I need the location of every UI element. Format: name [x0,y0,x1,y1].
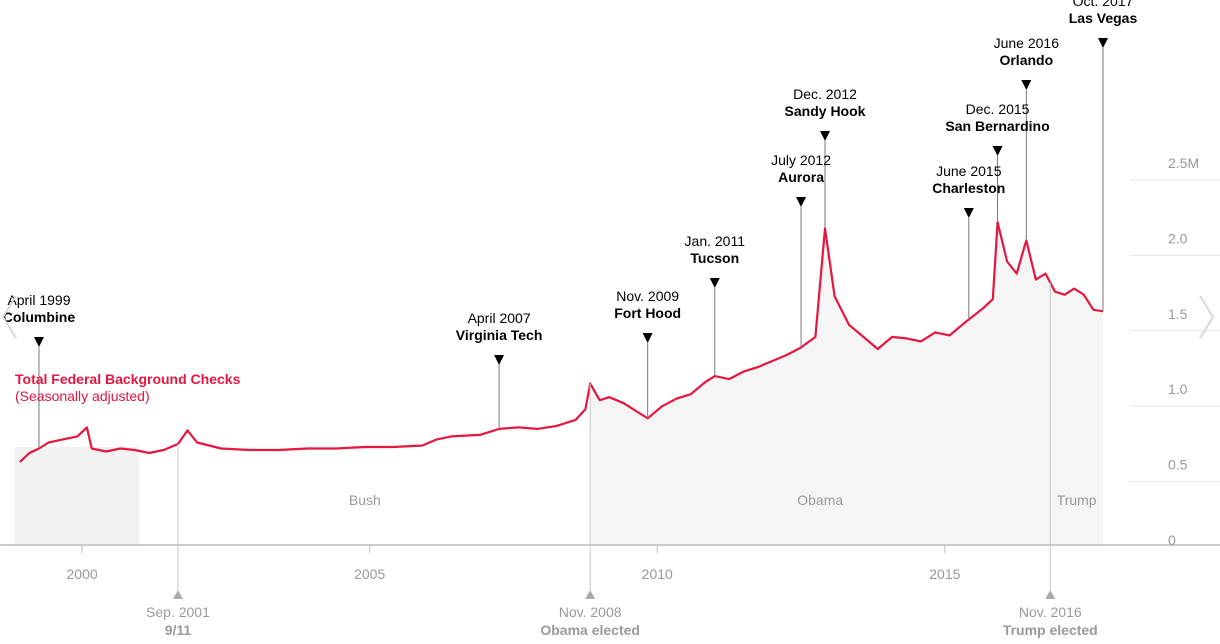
annotation-date: April 1999 [7,292,70,308]
y-tick-label: 0 [1168,532,1176,548]
annotation-name: Columbine [3,309,76,325]
annotation-name: Aurora [778,169,824,185]
x-tick-label: 2000 [67,566,98,582]
axes [0,544,1220,553]
administration-label: Bush [349,492,381,508]
annotation-date: Jan. 2011 [685,233,746,249]
series-subtitle-label: (Seasonally adjusted) [15,388,150,404]
down-triangle-icon [1098,38,1108,48]
y-tick-label: 1.5 [1168,306,1188,322]
y-tick-label: 2.0 [1168,230,1188,246]
down-triangle-icon [796,197,807,207]
down-triangle-icon [963,208,974,218]
down-triangle-icon [33,337,44,347]
up-triangle-icon [585,590,596,599]
gridlines [1130,179,1220,483]
reference-event-date: Nov. 2008 [559,604,622,620]
y-tick-label: 1.0 [1168,381,1188,397]
annotation-name: Orlando [999,52,1053,68]
annotation-name: San Bernardino [945,118,1049,134]
reference-event-date: Nov. 2016 [1019,604,1082,620]
annotation-date: June 2015 [936,163,1002,179]
administration-shade [15,446,140,545]
event-annotations [33,38,1108,599]
annotation-date: Dec. 2015 [966,101,1030,117]
x-tick-label: 2010 [642,566,673,582]
administration-shading [15,222,1103,545]
administration-shade [1050,282,1103,545]
administration-shade [590,222,1051,545]
annotation-name: Sandy Hook [785,103,866,119]
y-tick-label: 0.5 [1168,457,1188,473]
text-labels: 0 0.5 1.0 1.5 2.0 2.5M Bush Obama Trump Sep. 2001… [3,0,1199,638]
annotation-name: Fort Hood [614,305,681,321]
annotation-date: Nov. 2009 [616,288,679,304]
annotation-date: Oct. 2017 [1073,0,1134,9]
up-triangle-icon [172,590,183,599]
annotation-date: June 2016 [994,35,1060,51]
reference-event-name: Obama elected [540,622,640,638]
annotation-name: Charleston [932,180,1005,196]
annotation-name: Virginia Tech [456,327,543,343]
down-triangle-icon [992,146,1003,156]
x-tick-label: 2005 [354,566,385,582]
x-tick-label: 2015 [929,566,960,582]
y-tick-label: 2.5M [1168,155,1199,171]
reference-event-name: 9/11 [165,622,192,638]
next-arrow-icon[interactable] [1196,292,1216,342]
up-triangle-icon [1045,590,1056,599]
series-name-label: Total Federal Background Checks [15,371,241,387]
annotation-date: April 2007 [468,310,531,326]
down-triangle-icon [820,131,831,141]
administration-label: Trump [1057,492,1097,508]
down-triangle-icon [1021,80,1032,90]
previous-arrow-icon[interactable] [0,292,20,342]
reference-event-name: Trump elected [1003,622,1098,638]
down-triangle-icon [494,355,505,365]
down-triangle-icon [642,333,653,343]
down-triangle-icon [709,278,720,288]
administration-label: Obama [797,492,843,508]
annotation-date: Dec. 2012 [793,86,857,102]
annotation-name: Las Vegas [1069,10,1138,26]
reference-event-date: Sep. 2001 [146,604,210,620]
annotation-name: Tucson [690,250,739,266]
annotation-date: July 2012 [771,152,831,168]
